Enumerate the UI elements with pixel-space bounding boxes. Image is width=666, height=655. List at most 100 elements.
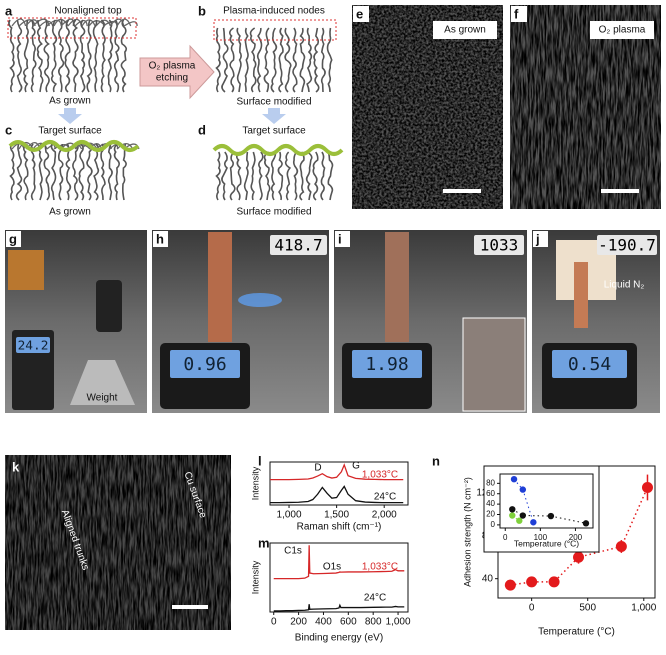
x-tick-label: 0 bbox=[503, 533, 508, 542]
nanotube bbox=[250, 151, 256, 201]
y-tick-label: 80 bbox=[486, 478, 495, 487]
y-tick-label: 40 bbox=[482, 573, 494, 584]
peak-label: O1s bbox=[323, 562, 341, 573]
label: Target surface bbox=[242, 126, 306, 137]
tangle bbox=[46, 19, 62, 27]
plot-frame bbox=[269, 542, 409, 613]
nanotube bbox=[30, 19, 37, 93]
tangle bbox=[11, 18, 27, 27]
data-point bbox=[573, 551, 585, 563]
tangle bbox=[95, 19, 112, 27]
readout: 0.96 bbox=[183, 354, 226, 375]
series-label: 24°C bbox=[364, 593, 386, 604]
nanotube bbox=[312, 151, 319, 201]
sem-texture bbox=[5, 455, 231, 630]
copper-strip bbox=[208, 232, 232, 342]
x-tick-label: 2,000 bbox=[372, 510, 397, 521]
readout: 0.54 bbox=[568, 354, 611, 375]
weight bbox=[70, 360, 135, 405]
series-line bbox=[273, 603, 405, 612]
nanotube bbox=[58, 19, 65, 93]
copper-strip bbox=[574, 262, 588, 328]
nanotube bbox=[38, 143, 43, 201]
x-axis-label: Temperature (°C) bbox=[514, 538, 579, 548]
x-axis-label: Binding energy (eV) bbox=[295, 633, 383, 644]
label: O₂ plasma bbox=[599, 25, 646, 36]
label: As grown bbox=[444, 25, 486, 36]
nanotube bbox=[320, 151, 326, 201]
nanotube bbox=[215, 151, 221, 201]
panel-label: b bbox=[198, 3, 206, 18]
label-bg bbox=[153, 231, 168, 247]
nanotube bbox=[306, 27, 313, 93]
nanotube bbox=[326, 27, 333, 93]
data-point bbox=[510, 475, 518, 483]
nanotube bbox=[263, 27, 270, 93]
peak-label: G bbox=[352, 461, 360, 472]
nanotube bbox=[107, 143, 113, 201]
nanotube bbox=[9, 143, 15, 201]
nanotube bbox=[8, 19, 15, 93]
y-tick-label: 20 bbox=[486, 510, 495, 519]
nanotube bbox=[299, 27, 306, 93]
nanotube bbox=[243, 151, 249, 201]
x-tick-label: 1,000 bbox=[631, 603, 656, 614]
label: Liquid N₂ bbox=[604, 280, 645, 291]
x-tick-label: 0 bbox=[271, 617, 277, 628]
nanotube bbox=[72, 19, 79, 93]
readout: 1033 bbox=[480, 236, 519, 255]
nanotube bbox=[93, 143, 100, 201]
nanotube bbox=[100, 143, 106, 201]
process-arrow bbox=[139, 44, 215, 100]
inset-photo bbox=[462, 317, 526, 412]
data-point bbox=[547, 512, 555, 520]
nanotube bbox=[86, 143, 93, 201]
series-line bbox=[270, 463, 404, 481]
x-tick-label: 800 bbox=[365, 617, 382, 628]
nanotube bbox=[249, 27, 257, 93]
nanotube bbox=[229, 151, 236, 201]
plot-frame bbox=[499, 473, 594, 529]
nanotube bbox=[122, 143, 127, 201]
nanotube bbox=[236, 27, 242, 93]
nanotube bbox=[100, 19, 106, 93]
nanotube bbox=[15, 143, 23, 201]
readout: 24.2 bbox=[18, 339, 49, 354]
series-label: 24°C bbox=[374, 492, 396, 503]
nanotube bbox=[113, 143, 120, 201]
nanotube bbox=[86, 19, 93, 93]
nanotube bbox=[292, 151, 299, 201]
panel-label: c bbox=[5, 122, 12, 137]
display bbox=[270, 235, 327, 255]
y-axis-label: Intensity bbox=[250, 466, 260, 500]
y-tick-label: 40 bbox=[486, 499, 495, 508]
nanotube bbox=[258, 151, 264, 201]
nanotube bbox=[57, 143, 64, 201]
highlight-box bbox=[213, 19, 337, 41]
nanotube bbox=[64, 19, 71, 93]
display bbox=[352, 350, 422, 378]
nanotube bbox=[299, 151, 305, 201]
readout: -190.7 bbox=[598, 236, 656, 255]
data-point bbox=[615, 540, 627, 552]
x-tick-label: 1,000 bbox=[386, 617, 411, 628]
data-point bbox=[548, 576, 560, 588]
nanotube bbox=[50, 143, 57, 201]
x-tick-label: 100 bbox=[534, 533, 548, 542]
panel-label: d bbox=[198, 122, 206, 137]
x-tick-label: 200 bbox=[290, 617, 307, 628]
nanotube bbox=[270, 27, 278, 93]
label: etching bbox=[156, 73, 188, 84]
series-line bbox=[270, 485, 404, 504]
label: As grown bbox=[49, 207, 91, 218]
nanotube bbox=[284, 151, 292, 201]
caption-bg bbox=[433, 21, 497, 39]
nanotube bbox=[305, 151, 313, 201]
peak-label: D bbox=[314, 463, 321, 474]
panel-label: g bbox=[9, 231, 17, 246]
nanotube bbox=[16, 19, 23, 93]
display bbox=[170, 350, 240, 378]
panel-label: n bbox=[432, 453, 440, 468]
nanotube bbox=[221, 27, 229, 93]
panel-label: e bbox=[356, 6, 363, 21]
